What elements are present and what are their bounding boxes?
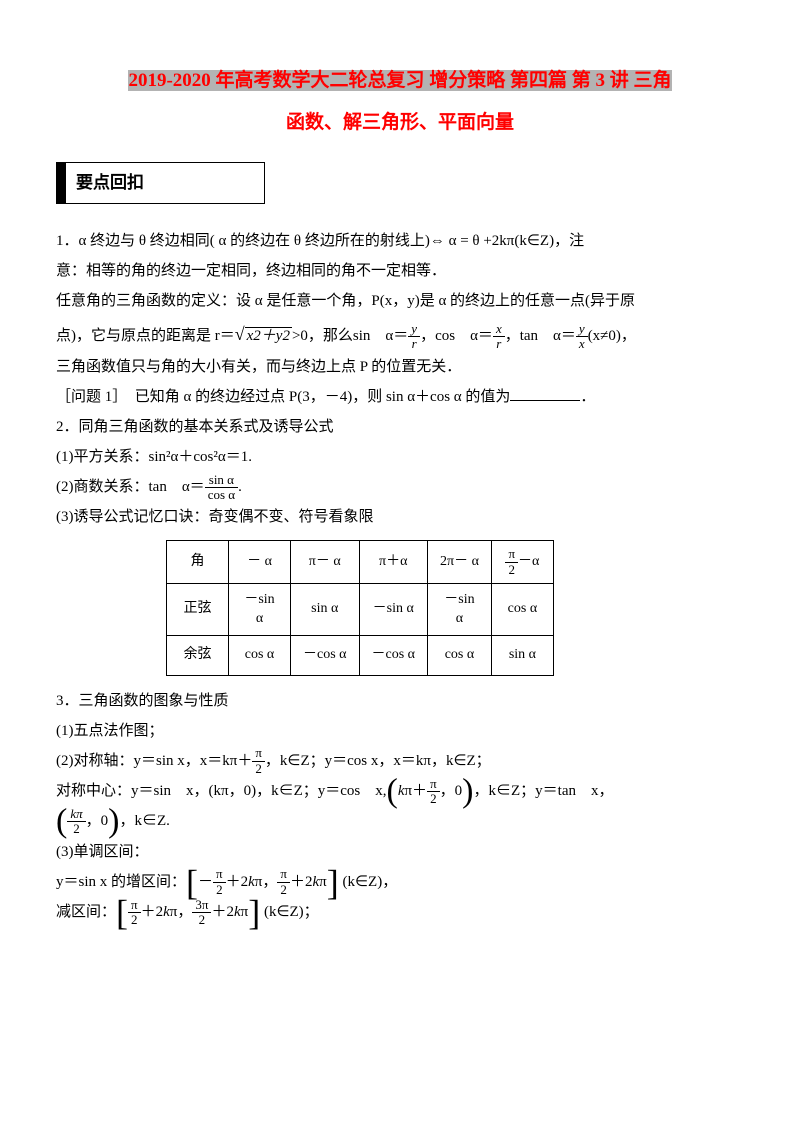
para-3d: (3)单调区间： (56, 837, 744, 867)
para-2b: (2)商数关系：tan α＝sin αcos α. (56, 472, 744, 502)
para-3: 3．三角函数的图象与性质 (56, 686, 744, 716)
para-2: 2．同角三角函数的基本关系式及诱导公式 (56, 412, 744, 442)
para-1d: 点)，它与原点的距离是 r＝√x2＋y2>0，那么sin α＝yr，cos α＝… (56, 316, 744, 352)
para-2c: (3)诱导公式记忆口诀：奇变偶不变、符号看象限 (56, 502, 744, 532)
section-header: 要点回扣 (56, 162, 265, 204)
para-1c: 任意角的三角函数的定义：设 α 是任意一个角，P(x，y)是 α 的终边上的任意… (56, 286, 744, 316)
main-title: 2019-2020 年高考数学大二轮总复习 增分策略 第四篇 第 3 讲 三角 … (56, 60, 744, 144)
para-1a: 1．α 终边与 θ 终边相同( α 的终边在 θ 终边所在的射线上)⇔ α = … (56, 226, 744, 256)
para-3f: 减区间：[π2＋2kπ，3π2＋2kπ] (k∈Z)； (56, 897, 744, 927)
table-row: 正弦 －sinα sin α －sin α －sinα cos α (167, 583, 554, 635)
table-row: 角 － α π－ α π＋α 2π－ α π2－α (167, 541, 554, 584)
para-3c: 对称中心：y＝sin x，(kπ，0)，k∈Z；y＝cos x,(kπ＋π2，0… (56, 776, 744, 806)
para-1b: 意：相等的角的终边一定相同，终边相同的角不一定相等． (56, 256, 744, 286)
frac-yx: yx (576, 322, 588, 352)
blank-fill (510, 400, 580, 401)
sqrt-expr: √x2＋y2 (235, 316, 292, 352)
para-2a: (1)平方关系：sin²α＋cos²α＝1. (56, 442, 744, 472)
frac-yr: yr (408, 322, 420, 352)
para-3a: (1)五点法作图； (56, 716, 744, 746)
para-3e: y＝sin x 的增区间：[－π2＋2kπ，π2＋2kπ] (k∈Z)， (56, 867, 744, 897)
para-3c2: (kπ2，0)，k∈Z. (56, 806, 744, 836)
para-3b: (2)对称轴：y＝sin x，x＝kπ＋π2，k∈Z；y＝cos x，x＝kπ，… (56, 746, 744, 776)
frac-xr: xr (493, 322, 505, 352)
para-1e: 三角函数值只与角的大小有关，而与终边上点 P 的位置无关． (56, 352, 744, 382)
formula-table: 角 － α π－ α π＋α 2π－ α π2－α 正弦 －sinα sin α… (166, 540, 554, 675)
table-row: 余弦 cos α －cos α －cos α cos α sin α (167, 636, 554, 676)
frac-tan: sin αcos α (205, 473, 238, 503)
year-highlight: 2019-2020 (128, 70, 210, 91)
problem-1: ［问题 1］ 已知角 α 的终边经过点 P(3，－4)，则 sin α＋cos … (56, 382, 744, 412)
